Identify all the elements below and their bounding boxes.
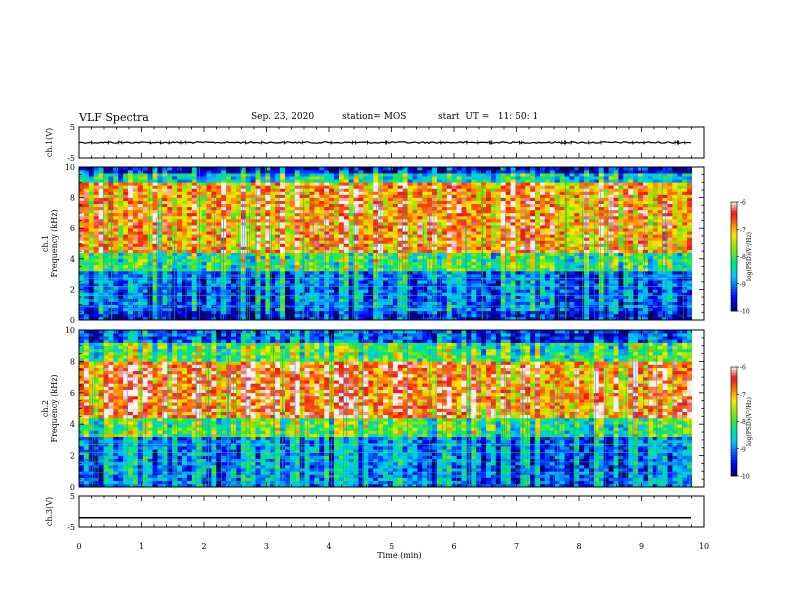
time-tick-8: 8: [576, 542, 581, 551]
time-axis: 0 1 2 3 4 5 6 7 8 9 10 Time (min): [76, 542, 709, 560]
ch1-spectrogram-ytick-3: 6: [70, 224, 75, 233]
ch2-spectrogram-ytick-0: 0: [70, 483, 75, 492]
ch2-colorbar: -6 -7 -8 -9 -10 log(PSD)(V²/Hz): [730, 365, 753, 481]
ch2-spectrogram-ylabel-channel: ch.2: [41, 400, 50, 417]
ch1-colorbar-label: log(PSD)(V²/Hz): [746, 232, 753, 281]
ch1-voltage-panel: 5 -5 ch.1(V): [45, 123, 705, 163]
ch2-colorbar-tick-1: -7: [740, 392, 746, 399]
time-tick-3: 3: [264, 542, 269, 551]
ch2-spectrogram-ytick-4: 8: [70, 357, 75, 366]
time-axis-label: Time (min): [377, 551, 421, 560]
time-tick-9: 9: [639, 542, 644, 551]
ch1-spectrogram-ytick-4: 8: [70, 194, 75, 203]
ch2-colorbar-tick-4: -10: [740, 474, 750, 481]
header-date: Sep. 23, 2020: [251, 112, 315, 122]
ch2-spectrogram-ytick-1: 2: [70, 452, 75, 461]
time-tick-0: 0: [76, 542, 81, 551]
ch2-spectrogram-ytick-3: 6: [70, 389, 75, 398]
time-tick-7: 7: [514, 542, 519, 551]
ch2-spectrogram-ylabel-frequency: Frequency (kHz): [50, 374, 59, 442]
ch1-spectrogram-ylabel-frequency: Frequency (kHz): [50, 209, 59, 277]
time-tick-4: 4: [326, 542, 331, 551]
ch2-colorbar-tick-0: -6: [740, 365, 746, 372]
ch1-spectrogram-ytick-2: 4: [70, 255, 75, 264]
header-start-time: start UT = 11: 50: 1: [438, 112, 539, 122]
ch3-voltage-ytick-0: 5: [70, 492, 75, 501]
ch2-colorbar-tick-3: -9: [740, 446, 746, 453]
ch1-voltage-ytick-1: -5: [67, 154, 75, 163]
ch1-voltage-ylabel: ch.1(V): [45, 128, 54, 157]
ch3-voltage-ytick-1: -5: [67, 523, 75, 532]
ch2-colorbar-tick-2: -8: [740, 419, 746, 426]
ch1-colorbar-tick-3: -9: [740, 281, 746, 288]
header-station: station= MOS: [342, 112, 407, 122]
time-tick-10: 10: [699, 542, 709, 551]
ch1-colorbar-tick-1: -7: [740, 227, 746, 234]
ch2-spectrogram-panel: 0 2 4 6 8 10 ch.2 Frequency (kHz): [41, 326, 705, 492]
ch3-voltage-panel: 5 -5 ch.3(V): [45, 492, 705, 532]
ch1-spectrogram-panel: 0 2 4 6 8 10 ch.1 Frequency (kHz): [41, 163, 705, 325]
ch2-spectrogram-ytick-2: 4: [70, 420, 75, 429]
time-tick-6: 6: [451, 542, 456, 551]
ch1-voltage-trace: [78, 141, 692, 144]
time-tick-1: 1: [139, 542, 144, 551]
ch3-voltage-ylabel: ch.3(V): [45, 497, 54, 526]
time-tick-2: 2: [201, 542, 206, 551]
ch1-spectrogram-ytick-0: 0: [70, 316, 75, 325]
chart-title: VLF Spectra: [79, 111, 149, 124]
time-tick-5: 5: [389, 542, 394, 551]
ch2-colorbar-label: log(PSD)(V²/Hz): [746, 397, 753, 446]
ch2-spectrogram-ytick-5: 10: [65, 326, 75, 335]
ch1-voltage-ytick-0: 5: [70, 123, 75, 132]
ch1-colorbar-tick-0: -6: [740, 200, 746, 207]
ch1-spectrogram-ytick-1: 2: [70, 285, 75, 294]
ch1-colorbar-tick-4: -10: [740, 309, 750, 316]
ch1-spectrogram-ytick-5: 10: [65, 163, 75, 172]
ch1-colorbar: -6 -7 -8 -9 -10 log(PSD)(V²/Hz): [730, 200, 753, 316]
ch1-colorbar-tick-2: -8: [740, 254, 746, 261]
ch1-spectrogram-ylabel-channel: ch.1: [41, 235, 50, 252]
